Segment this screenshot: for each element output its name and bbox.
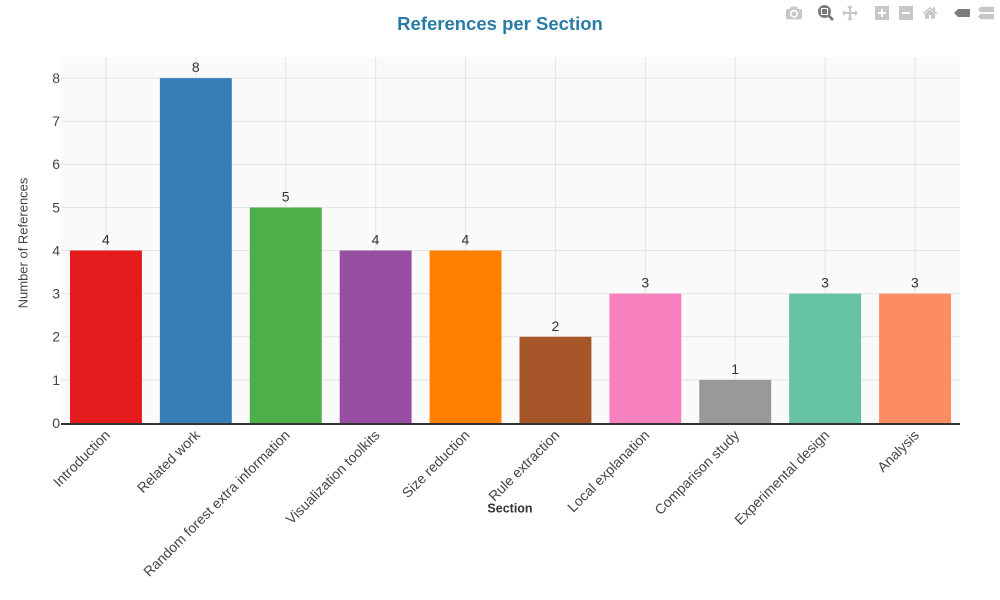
svg-text:4: 4 (102, 232, 110, 248)
svg-text:5: 5 (52, 199, 60, 215)
svg-text:7: 7 (52, 113, 60, 129)
svg-text:References per Section: References per Section (397, 13, 603, 34)
svg-text:3: 3 (821, 275, 829, 291)
svg-text:2: 2 (551, 318, 559, 334)
svg-text:4: 4 (52, 242, 60, 258)
svg-text:4: 4 (372, 232, 380, 248)
svg-text:3: 3 (641, 275, 649, 291)
svg-text:2: 2 (52, 329, 60, 345)
svg-text:5: 5 (282, 188, 290, 204)
svg-text:8: 8 (192, 59, 200, 75)
svg-text:3: 3 (911, 275, 919, 291)
svg-text:6: 6 (52, 156, 60, 172)
svg-text:1: 1 (731, 361, 739, 377)
svg-text:0: 0 (52, 415, 60, 431)
svg-text:Number of References: Number of References (16, 177, 31, 308)
svg-text:4: 4 (462, 232, 470, 248)
svg-text:3: 3 (52, 286, 60, 302)
svg-text:1: 1 (52, 372, 60, 388)
svg-text:8: 8 (52, 70, 60, 86)
svg-text:Section: Section (487, 502, 532, 516)
